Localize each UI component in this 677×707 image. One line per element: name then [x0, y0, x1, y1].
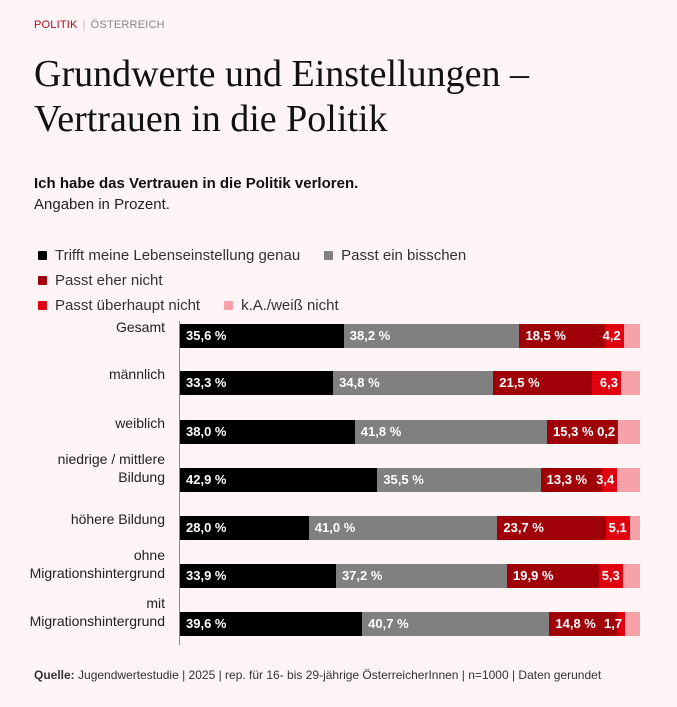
- data-label: 33,3 %: [186, 375, 227, 390]
- stacked-bar: 33,3 % 34,8 % 21,5 % 6,3 %: [180, 371, 640, 395]
- data-label: 19,9 %: [513, 568, 554, 583]
- stacked-bar: 42,9 % 35,5 % 13,3 % 3,4 %: [180, 468, 640, 492]
- bar-segment: 40,7 %: [362, 612, 550, 636]
- data-label: 40,7 %: [368, 616, 409, 631]
- legend-swatch: [38, 301, 47, 310]
- data-label: 41,8 %: [360, 424, 402, 439]
- bar-segment: 42,9 %: [180, 468, 378, 492]
- data-label: 42,9 %: [186, 472, 227, 487]
- data-label: 35,5 %: [383, 472, 424, 487]
- legend-label: Passt eher nicht: [55, 272, 163, 289]
- category-label: ohne Migrationshintergrund: [29, 547, 165, 581]
- bar-segment: [621, 371, 640, 395]
- data-label: 28,0 %: [186, 520, 227, 535]
- data-label: 35,6 %: [186, 328, 227, 343]
- stacked-bar: 35,6 % 38,2 % 18,5 % 4,2 %: [180, 324, 640, 348]
- legend-swatch: [224, 301, 234, 310]
- bar-segment: [625, 612, 640, 636]
- bar-segment: 18,5 %: [519, 324, 605, 348]
- legend-item: Passt ein bisschen: [324, 243, 466, 268]
- data-label: 38,2 %: [349, 328, 391, 343]
- y-axis-line: [179, 321, 180, 645]
- bar-segment: 33,3 %: [180, 371, 334, 395]
- legend-item: k.A./weiß nicht: [224, 293, 339, 318]
- bar-segment: 19,9 %: [507, 564, 599, 588]
- data-label: 38,0 %: [186, 424, 227, 439]
- breadcrumb: POLITIK | ÖSTERREICH: [34, 19, 165, 31]
- data-label: 23,7 %: [503, 520, 544, 535]
- bar-segment: [629, 516, 640, 540]
- legend-label: k.A./weiß nicht: [241, 297, 339, 314]
- stacked-bar: 33,9 % 37,2 % 19,9 % 5,3 %: [180, 564, 640, 588]
- source-label: Quelle:: [34, 668, 75, 682]
- breadcrumb-oesterreich[interactable]: ÖSTERREICH: [90, 19, 165, 31]
- legend-swatch: [38, 276, 47, 285]
- breadcrumb-politik[interactable]: POLITIK: [34, 19, 78, 31]
- data-label: 13,3 %: [546, 472, 588, 487]
- data-label: 41,0 %: [314, 520, 356, 535]
- bar-segment: [618, 420, 640, 444]
- bar-segment: 5,1 %: [606, 516, 642, 540]
- legend-label: Passt ein bisschen: [341, 247, 467, 264]
- bar-segment: 28,0 %: [180, 516, 309, 540]
- page-title: Grundwerte und Einstellungen – Vertrauen…: [34, 53, 529, 140]
- bar-segment: 3,4 %: [596, 468, 629, 492]
- category-label: männlich: [108, 366, 165, 382]
- legend-label: Passt überhaupt nicht: [55, 297, 201, 314]
- legend-item: Trifft meine Lebenseinstellung genau: [38, 243, 300, 268]
- legend-label: Trifft meine Lebenseinstellung genau: [55, 247, 301, 264]
- data-label: 14,8 %: [555, 616, 596, 631]
- source: Quelle: Jugendwertestudie | 2025 | rep. …: [34, 668, 601, 682]
- legend: Trifft meine Lebenseinstellung genau Pass…: [38, 243, 638, 318]
- bar-segment: 15,3 %: [547, 420, 618, 444]
- bar-segment: 41,8 %: [354, 420, 548, 444]
- chart-note: Angaben in Prozent.: [34, 196, 170, 213]
- bar-segment: 35,5 %: [377, 468, 541, 492]
- bar-segment: [622, 564, 640, 588]
- chart-subtitle: Ich habe das Vertrauen in die Politik ve…: [34, 175, 359, 192]
- data-label: 15,3 %: [553, 424, 594, 439]
- bar-segment: 23,7 %: [497, 516, 607, 540]
- data-label: 33,9 %: [186, 568, 227, 583]
- stacked-bar: 38,0 % 41,8 % 15,3 % 0,2 %: [180, 420, 640, 444]
- data-label: 37,2 %: [341, 568, 383, 583]
- bar-segment: 38,0 %: [180, 420, 355, 444]
- data-label: 18,5 %: [525, 328, 566, 343]
- legend-swatch: [324, 251, 334, 260]
- bar-segment: 33,9 %: [180, 564, 336, 588]
- data-label: 34,8 %: [339, 375, 380, 390]
- stacked-bar: 28,0 % 41,0 % 23,7 % 5,1 %: [180, 516, 642, 540]
- bar-segment: 14,8 %: [549, 612, 618, 636]
- bar-segment: 38,2 %: [343, 324, 520, 348]
- category-label: Gesamt: [115, 319, 165, 335]
- data-label: 21,5 %: [499, 375, 540, 390]
- bar-segment: 13,3 %: [540, 468, 602, 492]
- category-label: weiblich: [115, 415, 165, 431]
- bar-segment: 21,5 %: [493, 371, 593, 395]
- stacked-bar: 39,6 % 40,7 % 14,8 % 1,7 %: [180, 612, 640, 636]
- bar-segment: 39,6 %: [180, 612, 363, 636]
- legend-item: Passt überhaupt nicht: [38, 293, 200, 318]
- bar-segment: 35,6 %: [180, 324, 344, 348]
- bar-segment: [617, 468, 640, 492]
- category-label: mit Migrationshintergrund: [29, 595, 165, 629]
- bar-segment: 6,3 %: [592, 371, 633, 395]
- legend-swatch: [38, 251, 47, 260]
- bar-segment: 4,2 %: [603, 324, 636, 348]
- bar-segment: 5,3 %: [598, 564, 635, 588]
- category-label: niedrige / mittlere Bildung: [57, 451, 165, 485]
- category-label: höhere Bildung: [70, 511, 165, 527]
- bar-segment: 37,2 %: [335, 564, 508, 588]
- bar-segment: 1,7 %: [604, 612, 637, 636]
- source-text: Jugendwertestudie | 2025 | rep. für 16- …: [74, 668, 602, 682]
- legend-item: Passt eher nicht: [38, 268, 163, 293]
- data-label: 39,6 %: [186, 616, 227, 631]
- bar-segment: 41,0 %: [308, 516, 498, 540]
- bar-segment: 34,8 %: [333, 371, 494, 395]
- bar-segment: [623, 324, 640, 348]
